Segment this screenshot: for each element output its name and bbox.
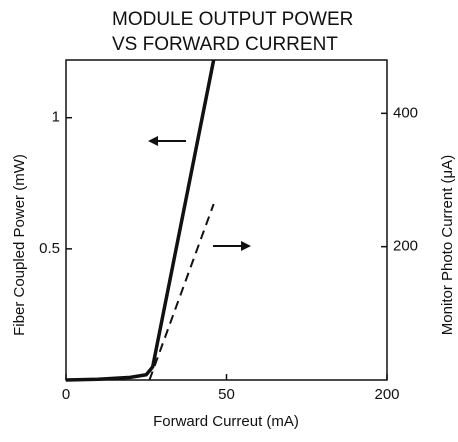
series-line [148, 203, 215, 381]
plot-frame [65, 59, 388, 381]
y2-tick-label: 200 [393, 238, 418, 255]
y-axis-label: Fiber Coupled Power (mW) [11, 154, 28, 336]
y-tick-label: 0.5 [39, 240, 60, 257]
series-line [65, 59, 216, 382]
arrow-left [148, 136, 186, 146]
x-tick-label: 200 [374, 386, 399, 403]
x-tick-label: 50 [218, 386, 235, 403]
arrow-right [213, 241, 251, 251]
x-tick-label: 0 [62, 386, 70, 403]
x-axis-label: Forward Curreut (mA) [153, 413, 299, 430]
y-tick-label: 1 [52, 109, 60, 126]
chart-title: MODULE OUTPUT POWER [112, 9, 353, 30]
chart-title: VS FORWARD CURRENT [112, 34, 338, 55]
y2-axis-label: Monitor Photo Current (μA) [439, 155, 456, 335]
y2-tick-label: 400 [393, 104, 418, 121]
